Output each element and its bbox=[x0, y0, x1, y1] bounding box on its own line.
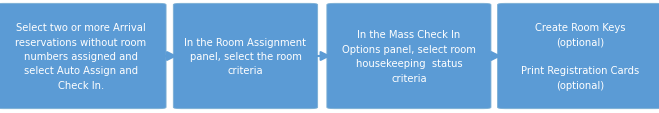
Text: In the Room Assignment
panel, select the room
criteria: In the Room Assignment panel, select the… bbox=[185, 37, 306, 76]
FancyBboxPatch shape bbox=[498, 4, 659, 109]
FancyBboxPatch shape bbox=[327, 4, 491, 109]
Text: Create Room Keys
(optional)

Print Registration Cards
(optional): Create Room Keys (optional) Print Regist… bbox=[521, 23, 640, 90]
FancyBboxPatch shape bbox=[0, 4, 166, 109]
Text: Select two or more Arrival
reservations without room
numbers assigned and
select: Select two or more Arrival reservations … bbox=[15, 23, 146, 90]
FancyBboxPatch shape bbox=[173, 4, 318, 109]
Text: In the Mass Check In
Options panel, select room
housekeeping  status
criteria: In the Mass Check In Options panel, sele… bbox=[342, 30, 476, 83]
